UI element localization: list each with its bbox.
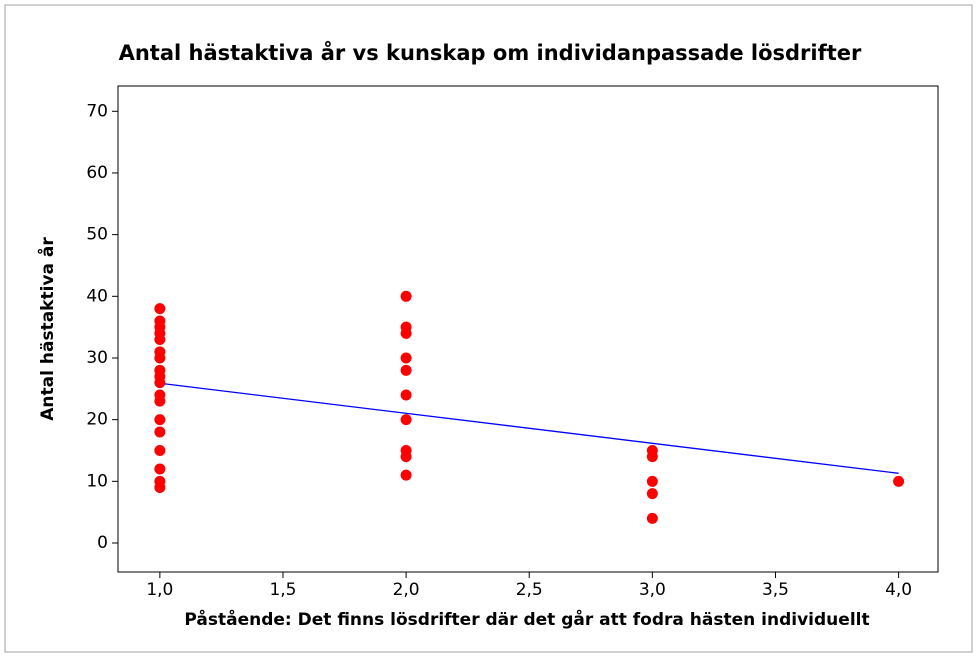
y-tick-label: 50 (86, 225, 108, 245)
point (154, 426, 166, 438)
y-tick-label: 30 (86, 348, 108, 368)
plot-area (117, 85, 939, 573)
y-tick-label: 70 (86, 101, 108, 121)
x-tick-label: 3,5 (762, 580, 789, 600)
fit-line (159, 382, 899, 474)
point (400, 290, 412, 302)
point (400, 327, 412, 339)
y-tick-label: 20 (86, 410, 108, 430)
point (154, 414, 166, 426)
x-axis-label: Påstående: Det finns lösdrifter där det … (184, 608, 869, 630)
x-tick-label: 2,0 (393, 580, 420, 600)
point (154, 377, 166, 389)
point (154, 463, 166, 475)
point (154, 352, 166, 364)
x-tick-label: 2,5 (516, 580, 543, 600)
point (893, 475, 905, 487)
chart-title: Antal hästaktiva år vs kunskap om indivi… (119, 40, 862, 65)
point (400, 352, 412, 364)
point (400, 469, 412, 481)
y-tick-label: 10 (86, 471, 108, 491)
x-tick-label: 1,5 (269, 580, 296, 600)
y-tick-label: 0 (97, 533, 108, 553)
y-axis-label: Antal hästaktiva år (36, 237, 58, 421)
point (154, 445, 166, 456)
point (646, 475, 658, 487)
point (646, 512, 658, 524)
y-tick-label: 40 (86, 286, 108, 306)
point (154, 333, 166, 345)
point (646, 488, 658, 500)
point (646, 451, 658, 463)
point (400, 364, 412, 376)
y-tick-label: 60 (86, 163, 108, 183)
x-tick-label: 4,0 (885, 580, 912, 600)
point (400, 414, 412, 426)
x-tick-label: 3,0 (639, 580, 666, 600)
point (154, 303, 166, 315)
point (154, 482, 166, 494)
point (400, 389, 412, 401)
x-tick-label: 1,0 (146, 580, 173, 600)
point (154, 395, 166, 407)
point (400, 451, 412, 463)
